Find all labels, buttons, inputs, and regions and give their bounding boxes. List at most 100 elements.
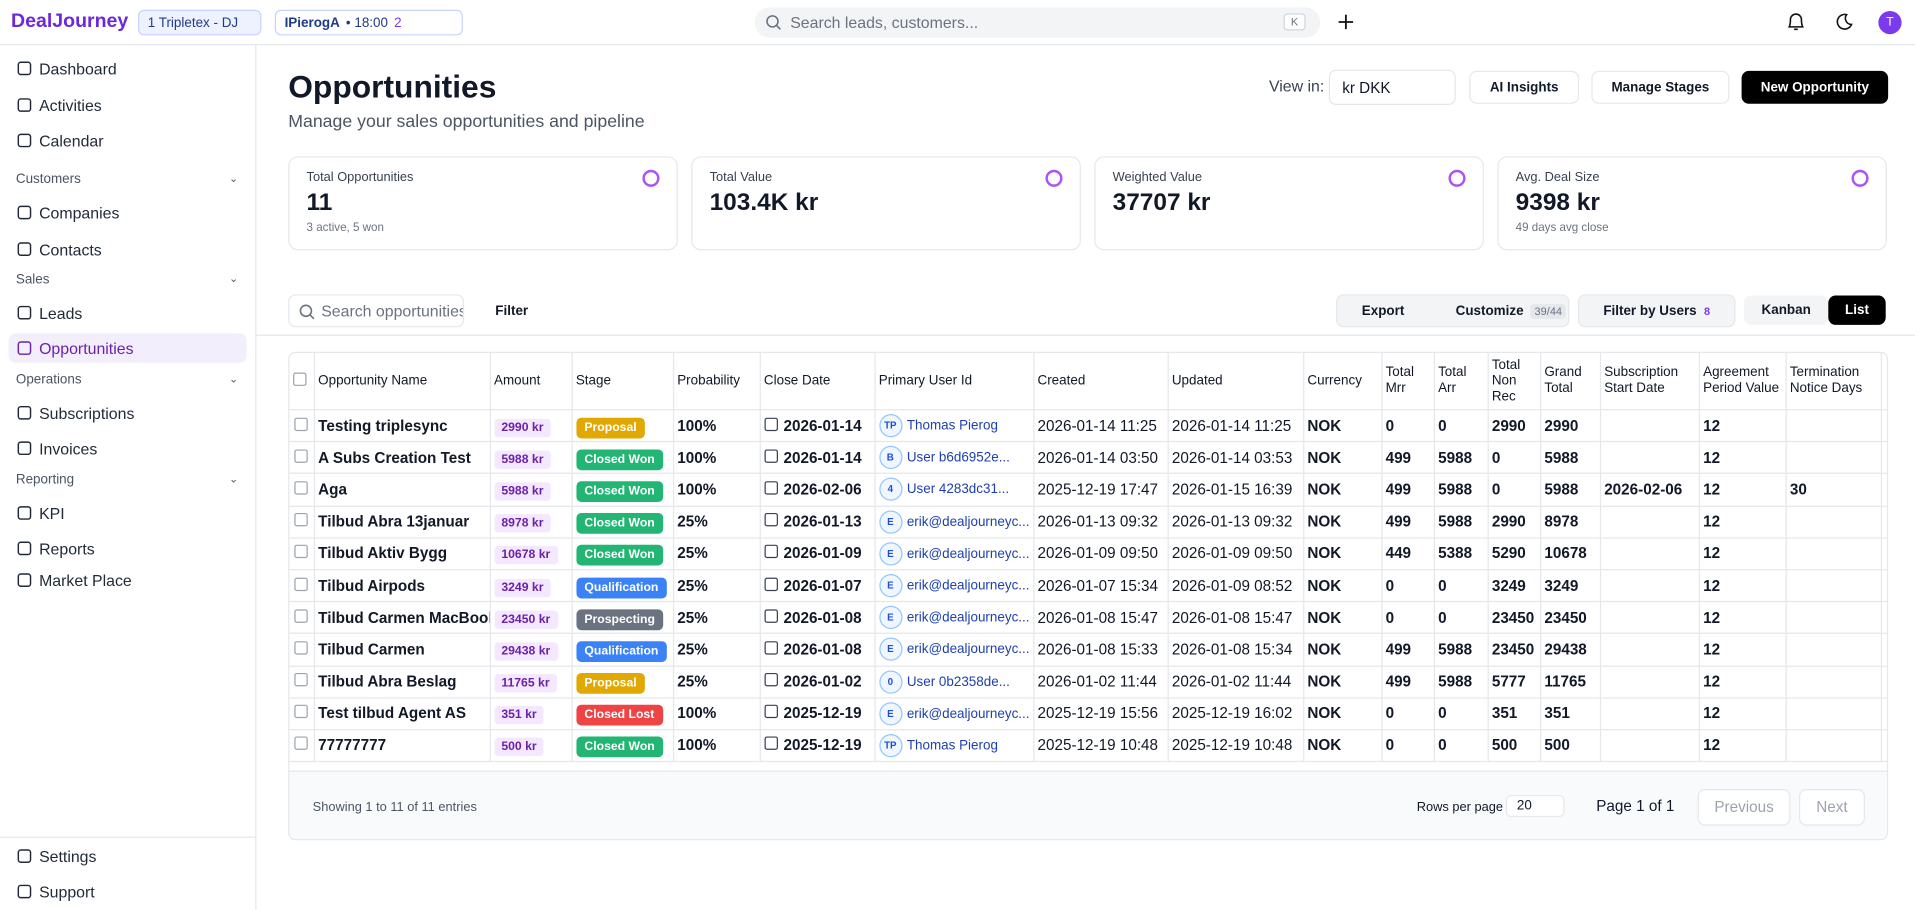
manage-stages-button[interactable]: Manage Stages xyxy=(1591,70,1730,104)
currency-select[interactable]: kr DKK xyxy=(1328,69,1456,106)
checkbox[interactable] xyxy=(294,705,309,719)
nav-item[interactable]: Reports xyxy=(9,534,247,563)
nav-item[interactable]: Leads xyxy=(9,298,247,327)
row[interactable]: Tilbud Abra 13januar 8978 kr Closed Won 25%… xyxy=(289,505,1887,539)
column-header[interactable]: Total Mrr xyxy=(1381,352,1435,411)
nav-group[interactable]: Sales ⌄ xyxy=(16,272,238,287)
ai-insights-button[interactable]: AI Insights xyxy=(1469,70,1580,104)
opportunity-search[interactable]: Search opportunities xyxy=(288,294,465,328)
nav-item[interactable]: Market Place xyxy=(9,565,247,594)
user[interactable]: erik@dealjourneyc... xyxy=(906,578,1030,594)
user[interactable]: User b6d6952e... xyxy=(906,450,1010,466)
user[interactable]: erik@dealjourneyc... xyxy=(906,706,1030,722)
column-header[interactable]: Opportunity Name xyxy=(313,352,491,411)
column-header[interactable]: Total Non Rec xyxy=(1487,352,1541,411)
nav-item[interactable]: Calendar xyxy=(9,126,247,155)
checkbox[interactable] xyxy=(294,641,309,655)
nav-item[interactable]: Subscriptions xyxy=(9,398,247,427)
previous-button[interactable]: Previous xyxy=(1697,788,1791,826)
user[interactable]: erik@dealjourneyc... xyxy=(906,546,1030,562)
column-header[interactable]: Primary User Id xyxy=(874,352,1034,411)
export-button[interactable]: Export xyxy=(1361,303,1405,319)
stat-value: 9398 kr xyxy=(1515,189,1600,217)
notifications[interactable] xyxy=(1787,12,1805,32)
user[interactable]: erik@dealjourneyc... xyxy=(906,610,1030,626)
user-cell: TP Thomas Pierog xyxy=(874,729,1034,763)
column-header[interactable]: Probability xyxy=(672,352,761,411)
logo[interactable]: DealJourney xyxy=(10,10,129,32)
user[interactable]: erik@dealjourneyc... xyxy=(906,514,1030,530)
user[interactable]: Thomas Pierog xyxy=(906,738,998,754)
row[interactable]: Test tilbud Agent AS 351 kr Closed Lost 100… xyxy=(289,697,1887,731)
column-header[interactable]: Grand Total xyxy=(1540,352,1601,411)
row[interactable]: Tilbud Abra Beslag 11765 kr Proposal 25% 202… xyxy=(289,665,1887,699)
cell: 100% xyxy=(672,697,761,731)
nav-item[interactable]: Opportunities xyxy=(8,333,247,363)
global-search[interactable]: Search leads, customers... K xyxy=(754,7,1321,38)
column-header[interactable]: Subscription Start Date xyxy=(1599,352,1700,411)
nav-item[interactable]: KPI xyxy=(9,498,247,527)
nav-group[interactable]: Reporting ⌄ xyxy=(16,473,238,488)
nav-item[interactable]: Settings xyxy=(9,841,247,870)
column-header[interactable]: Created xyxy=(1033,352,1169,411)
meeting-chip[interactable]: IPierogA • 18:00 2 xyxy=(274,9,463,36)
calendar-icon xyxy=(763,577,778,591)
column-header[interactable]: Close Date xyxy=(759,352,876,411)
filter-users-button[interactable]: Filter by Users 8 xyxy=(1577,294,1736,328)
row[interactable]: A Subs Creation Test 5988 kr Closed Won 100… xyxy=(289,441,1887,475)
close-date: 2025-12-19 xyxy=(783,737,862,755)
chevron: ⌄ xyxy=(228,372,239,385)
user[interactable]: Thomas Pierog xyxy=(906,418,998,434)
rows-per-page-select[interactable]: 20 xyxy=(1505,795,1565,818)
checkbox[interactable] xyxy=(294,609,309,623)
checkbox[interactable] xyxy=(294,545,309,559)
row[interactable]: Tilbud Aktiv Bygg 10678 kr Closed Won 25% 20… xyxy=(289,537,1887,571)
column-header[interactable]: Amount xyxy=(489,352,573,411)
user[interactable]: User 4283dc31... xyxy=(906,482,1010,498)
nav-label: Market Place xyxy=(39,570,132,590)
column-header[interactable]: Stage xyxy=(571,352,674,411)
nav-group[interactable]: Operations ⌄ xyxy=(16,372,238,387)
checkbox[interactable] xyxy=(294,513,309,527)
checkbox[interactable] xyxy=(293,371,307,386)
column-header[interactable]: Agreement Period Value xyxy=(1698,352,1787,411)
row[interactable]: Tilbud Carmen 29438 kr Qualification 25% 202… xyxy=(289,633,1887,667)
nav-item[interactable]: Dashboard xyxy=(9,54,247,83)
row[interactable]: Tilbud Airpods 3249 kr Qualification 25% 202… xyxy=(289,569,1887,603)
user[interactable]: erik@dealjourneyc... xyxy=(906,642,1030,658)
row[interactable]: Tilbud Carmen MacBook 23450 kr Prospecting… xyxy=(289,601,1887,635)
column-header[interactable]: Currency xyxy=(1303,352,1382,411)
next-button[interactable]: Next xyxy=(1798,788,1865,826)
new-opportunity-button[interactable]: New Opportunity xyxy=(1741,70,1889,104)
label: Previous xyxy=(1714,798,1774,816)
row[interactable]: Testing triplesync 2990 kr Proposal 100% 202… xyxy=(289,409,1887,443)
checkbox[interactable] xyxy=(294,481,309,495)
nav-item[interactable]: Invoices xyxy=(9,434,247,463)
user[interactable]: User 0b2358de... xyxy=(906,674,1010,690)
checkbox[interactable] xyxy=(294,577,309,591)
checkbox[interactable] xyxy=(294,417,309,431)
nav-group[interactable]: Customers ⌄ xyxy=(16,172,238,187)
user-cell: 0 User 0b2358de... xyxy=(874,665,1034,699)
table-panel: Opportunity Name Amount Stage Probability Cl… xyxy=(288,351,1889,841)
checkbox[interactable] xyxy=(294,449,309,463)
workspace-chip[interactable]: 1 Tripletex - DJ xyxy=(138,9,262,36)
row[interactable]: 77777777 500 kr Closed Won 100% 2025-12-19 TP… xyxy=(289,729,1887,763)
nav-item[interactable]: Activities xyxy=(9,90,247,119)
theme-toggle[interactable] xyxy=(1836,13,1853,30)
filter-button[interactable]: Filter xyxy=(473,294,550,328)
add-button[interactable] xyxy=(1338,14,1354,30)
column-header[interactable]: Termination Notice Days xyxy=(1785,352,1882,411)
checkbox[interactable] xyxy=(294,737,309,751)
column-header[interactable]: Updated xyxy=(1167,352,1304,411)
customize-button[interactable]: Customize xyxy=(1455,303,1524,319)
nav-item[interactable]: Support xyxy=(9,877,247,906)
checkbox[interactable] xyxy=(294,673,309,687)
nav-item[interactable]: Contacts xyxy=(9,234,247,263)
column-header[interactable]: Total Arr xyxy=(1433,352,1489,411)
avatar[interactable]: T xyxy=(1878,10,1902,35)
nav-item[interactable]: Companies xyxy=(9,198,247,227)
kanban-button[interactable]: Kanban xyxy=(1744,295,1829,325)
row[interactable]: Aga 5988 kr Closed Won 100% 2026-02-06 4 User … xyxy=(289,473,1887,507)
list-button[interactable]: List xyxy=(1828,295,1886,325)
